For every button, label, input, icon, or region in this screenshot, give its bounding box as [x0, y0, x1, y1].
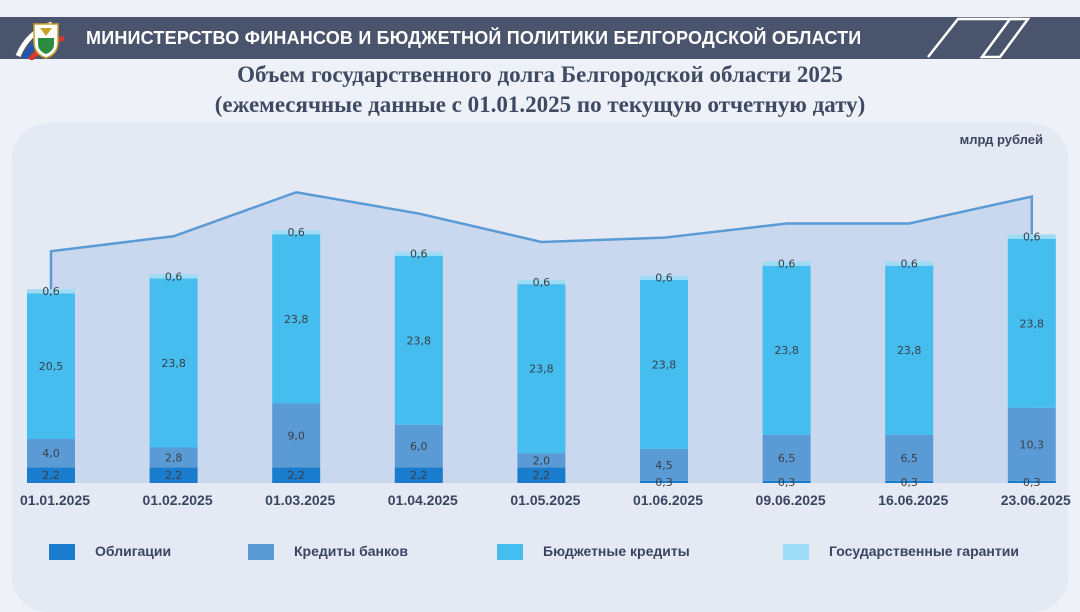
data-label: 0,3 [778, 476, 796, 489]
data-label: 2,2 [533, 469, 551, 482]
data-label: 0,3 [655, 476, 673, 489]
data-label: 6,5 [778, 452, 796, 465]
x-tick-label: 01.04.2025 [388, 492, 458, 508]
total-line [49, 190, 1034, 483]
data-label: 0,6 [410, 248, 428, 261]
data-label: 6,0 [410, 440, 428, 453]
x-tick-label: 01.05.2025 [510, 492, 580, 508]
legend-swatch [497, 544, 523, 560]
x-tick-label: 01.06.2025 [633, 492, 703, 508]
bar-segment [272, 403, 321, 468]
x-tick-label: 16.06.2025 [878, 492, 948, 508]
bar-segment [517, 467, 566, 483]
bar-segment [27, 467, 75, 483]
data-label: 2,2 [165, 469, 183, 482]
data-label: 23,8 [529, 363, 554, 376]
bar-segment [517, 453, 566, 468]
bar-segment [394, 424, 443, 468]
data-label: 0,3 [1023, 476, 1041, 489]
bar-segment [149, 274, 198, 279]
bar-segment [517, 284, 566, 454]
bar-segment [762, 434, 811, 481]
data-label: 23,8 [774, 344, 799, 357]
data-label: 0,6 [900, 257, 918, 270]
bar-segment [1007, 234, 1056, 239]
bar-segment [885, 261, 934, 266]
x-tick-label: 23.06.2025 [1001, 492, 1071, 508]
bar-segment [762, 265, 811, 435]
data-label: 0,6 [655, 272, 673, 285]
data-label: 23,8 [284, 313, 309, 326]
data-label: 0,3 [900, 476, 918, 489]
data-label: 0,6 [1023, 231, 1041, 244]
data-label: 0,6 [42, 285, 60, 298]
chart-subtitle: (ежемесячные данные с 01.01.2025 по теку… [214, 92, 866, 117]
legend-label: Облигации [95, 543, 172, 559]
legend-swatch [783, 544, 809, 560]
legend-swatch [49, 544, 75, 560]
bar-segment [394, 467, 443, 483]
data-label: 20,5 [39, 360, 64, 373]
bar-segment [885, 480, 934, 483]
data-label: 4,0 [42, 447, 60, 460]
header-bar: МИНИСТЕРСТВО ФИНАНСОВ И БЮДЖЕТНОЙ ПОЛИТИ… [0, 17, 1080, 59]
bar-segment [885, 434, 934, 481]
bar-segment [640, 279, 688, 449]
bar-segment [762, 261, 811, 266]
bar-segment [885, 265, 934, 435]
bar-segment [272, 230, 321, 235]
data-label: 4,5 [655, 459, 673, 472]
x-tick-label: 09.06.2025 [756, 492, 826, 508]
data-label: 23,8 [897, 344, 922, 357]
data-label: 0,6 [287, 226, 305, 239]
belgorod-emblem-icon [15, 21, 65, 60]
data-label: 2,0 [533, 454, 551, 467]
bar-segment [1007, 407, 1056, 481]
data-label: 2,8 [165, 451, 183, 464]
legend-label: Кредиты банков [294, 543, 408, 559]
bar-segment [517, 279, 566, 285]
bar-segment [27, 289, 75, 294]
data-label: 0,6 [165, 270, 183, 283]
bar-segment [149, 467, 198, 483]
data-label: 6,5 [900, 452, 918, 465]
data-label: 10,3 [1020, 438, 1045, 451]
legend-label: Государственные гарантии [829, 543, 1019, 559]
bar-segment [640, 480, 688, 483]
bar-segment [640, 275, 688, 280]
x-tick-label: 01.02.2025 [143, 492, 213, 508]
bar-segment [762, 480, 811, 483]
x-tick-label: 01.03.2025 [265, 492, 335, 508]
data-label: 0,6 [778, 257, 796, 270]
bar-segment [27, 293, 75, 439]
data-label: 23,8 [652, 358, 677, 371]
bar-segment [149, 447, 198, 468]
bar-segment [1007, 480, 1056, 483]
data-label: 23,8 [1020, 317, 1045, 330]
legend-swatch [248, 544, 274, 560]
chart-title: Объем государственного долга Белгородско… [237, 62, 843, 87]
data-label: 23,8 [161, 357, 186, 370]
unit-label: млрд рублей [960, 132, 1043, 147]
bar-segment [149, 278, 198, 448]
bar-segment [394, 251, 443, 256]
legend-label: Бюджетные кредиты [543, 543, 690, 559]
x-tick-label: 01.01.2025 [20, 492, 90, 508]
data-label: 0,6 [533, 276, 551, 289]
data-label: 2,2 [287, 469, 305, 482]
bar-segment [640, 448, 688, 481]
data-label: 2,2 [410, 469, 428, 482]
bar-segment [394, 255, 443, 425]
header-stripes-decoration [927, 17, 1031, 59]
bar-segment [27, 438, 75, 468]
data-label: 2,2 [42, 469, 60, 482]
data-label: 23,8 [407, 334, 432, 347]
header-title: МИНИСТЕРСТВО ФИНАНСОВ И БЮДЖЕТНОЙ ПОЛИТИ… [86, 28, 862, 48]
bar-segment [272, 234, 321, 404]
bar-segment [272, 467, 321, 483]
bar-segment [1007, 238, 1056, 408]
data-label: 9,0 [287, 429, 305, 442]
